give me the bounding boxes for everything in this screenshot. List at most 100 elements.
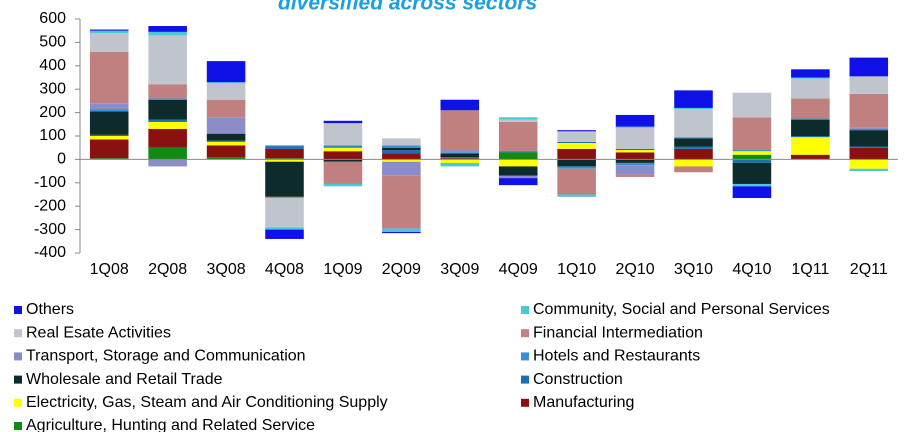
bar-segment xyxy=(498,151,538,153)
bar-segment xyxy=(557,159,596,167)
x-tick-label: 1Q10 xyxy=(557,261,596,278)
x-tick-label: 4Q10 xyxy=(732,261,771,278)
x-tick-label: 1Q08 xyxy=(90,261,129,278)
bar-segment xyxy=(382,150,421,154)
bar-segment xyxy=(89,29,129,31)
bar-segment xyxy=(206,117,246,134)
y-tick-label: -100 xyxy=(34,174,66,191)
bar-segment xyxy=(557,131,596,142)
bar-segment xyxy=(849,76,889,94)
bar-segment xyxy=(791,77,830,79)
bar-segment xyxy=(674,166,713,173)
bar-segment xyxy=(732,151,772,155)
bar-segment xyxy=(265,196,304,199)
legend-swatch xyxy=(14,329,22,338)
bar-segment xyxy=(440,99,480,111)
bar-segment xyxy=(323,159,363,162)
legend-swatch xyxy=(14,306,22,314)
bar-segment xyxy=(382,159,421,162)
bar-segment xyxy=(440,152,480,154)
bar-segment xyxy=(732,150,772,152)
bar-segment xyxy=(148,121,187,129)
bar-segment xyxy=(791,119,830,136)
bar-segment xyxy=(148,99,187,120)
bar-segment xyxy=(498,166,538,176)
bar-segment xyxy=(674,159,713,167)
bar-segment xyxy=(382,145,421,148)
x-tick-label: 3Q10 xyxy=(674,261,713,278)
legend-label: Manufacturing xyxy=(533,394,634,411)
bar-segment xyxy=(615,114,655,127)
bar-segment xyxy=(323,145,363,147)
bar-segment xyxy=(615,150,655,153)
bar-segment xyxy=(557,166,596,169)
legend-label: Others xyxy=(26,301,74,318)
legend-swatch xyxy=(521,352,529,361)
x-tick-label: 1Q09 xyxy=(323,261,362,278)
bar-segment xyxy=(323,120,363,124)
x-tick-label: 3Q08 xyxy=(207,261,246,278)
legend-swatch xyxy=(521,329,529,338)
bar-segment xyxy=(732,92,772,118)
bar-segment xyxy=(148,84,187,99)
bar-segment xyxy=(206,61,246,83)
bar-segment xyxy=(148,35,187,85)
bar-segment xyxy=(557,194,596,197)
bar-segment xyxy=(323,123,363,146)
bar-segment xyxy=(148,119,187,122)
bar-segment xyxy=(206,141,246,146)
y-tick-label: 200 xyxy=(39,104,66,121)
bar-segment xyxy=(148,31,187,36)
x-tick-label: 4Q09 xyxy=(499,261,538,278)
y-tick-label: -200 xyxy=(34,197,66,214)
bar-segment xyxy=(323,151,363,160)
bar-segment xyxy=(89,111,129,135)
bar-segment xyxy=(615,148,655,151)
bar-segment xyxy=(674,146,713,149)
bar-segment xyxy=(89,51,129,104)
legend-label: Community, Social and Personal Services xyxy=(533,301,830,318)
bar-segment xyxy=(265,159,304,162)
x-tick-label: 3Q09 xyxy=(440,261,479,278)
bar-segment xyxy=(498,119,538,122)
bar-segment xyxy=(498,121,538,152)
bar-segment xyxy=(265,145,304,147)
y-tick-label: 400 xyxy=(39,57,66,74)
bar-segment xyxy=(89,139,129,159)
bar-segment xyxy=(382,161,421,176)
bar-segment xyxy=(791,136,830,138)
bar-segment xyxy=(849,93,889,128)
bar-segment xyxy=(498,117,538,120)
bar-segment xyxy=(849,130,889,147)
bar-segment xyxy=(89,158,129,160)
bar-segment xyxy=(148,159,187,167)
x-tick-label: 2Q09 xyxy=(382,261,421,278)
bar-segment xyxy=(791,78,830,99)
bar-segment xyxy=(498,178,538,186)
bar-segment xyxy=(674,137,713,139)
legend-label: Transport, Storage and Communication xyxy=(26,348,306,365)
chart-title: diversified across sectors xyxy=(278,0,537,15)
bar-segment xyxy=(674,90,713,108)
bar-segment xyxy=(732,159,772,163)
legend-label: Wholesale and Retail Trade xyxy=(26,371,223,388)
bar-segment xyxy=(615,159,655,163)
y-tick-label: 300 xyxy=(39,80,66,97)
legend-swatch xyxy=(521,398,529,407)
bar-segment xyxy=(89,33,129,52)
bar-segment xyxy=(849,128,889,131)
bar-segment xyxy=(849,168,889,172)
bar-segment xyxy=(615,152,655,160)
legend-swatch xyxy=(521,375,529,384)
bar-segment xyxy=(849,57,889,77)
bar-segment xyxy=(498,152,538,160)
legend-label: Real Esate Activities xyxy=(26,324,171,341)
bar-segment xyxy=(323,146,363,148)
bar-segment xyxy=(265,146,304,149)
bar-segment xyxy=(674,109,713,138)
y-tick-label: -400 xyxy=(34,244,66,261)
bar-segment xyxy=(206,145,246,158)
bar-segment xyxy=(440,162,480,167)
bar-segment xyxy=(265,229,304,239)
y-tick-label: 0 xyxy=(57,151,66,168)
